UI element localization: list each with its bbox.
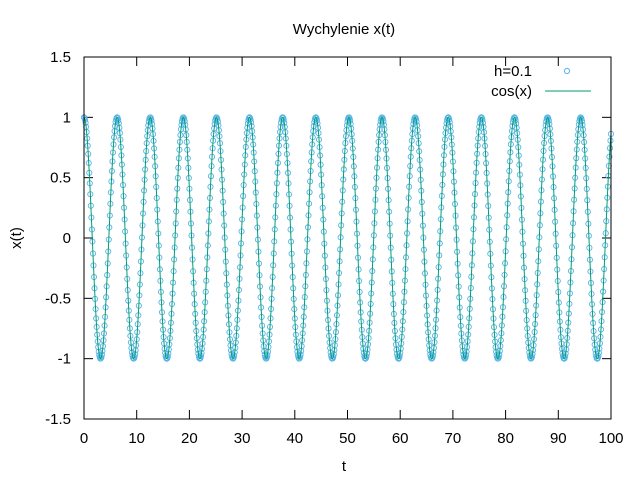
y-axis-ticks: 1.5 1 0.5 0 -0.5 -1 -1.5 bbox=[45, 49, 611, 428]
plot-frame bbox=[83, 56, 612, 420]
y-tick-label: -0.5 bbox=[45, 290, 71, 307]
legend-label-h01: h=0.1 bbox=[494, 63, 532, 80]
y-tick-label: -1 bbox=[58, 351, 71, 368]
x-tick-label: 20 bbox=[181, 430, 198, 447]
x-tick-label: 90 bbox=[550, 430, 567, 447]
data-point bbox=[131, 353, 138, 360]
series-h01-points bbox=[80, 114, 615, 362]
data-point bbox=[578, 115, 585, 122]
x-tick-label: 100 bbox=[598, 430, 623, 447]
data-point bbox=[297, 354, 304, 361]
plot-area bbox=[80, 114, 615, 362]
x-tick-label: 0 bbox=[80, 430, 88, 447]
chart-title: Wychylenie x(t) bbox=[293, 21, 395, 38]
data-point bbox=[379, 115, 386, 122]
y-axis-label: x(t) bbox=[8, 227, 25, 249]
data-point bbox=[412, 115, 420, 123]
data-point bbox=[98, 354, 105, 361]
x-tick-label: 10 bbox=[128, 430, 145, 447]
data-point bbox=[495, 354, 502, 361]
y-tick-label: -1.5 bbox=[45, 411, 71, 428]
series-cosx-line bbox=[83, 116, 612, 360]
y-tick-label: 1.5 bbox=[50, 49, 71, 66]
x-tick-label: 80 bbox=[497, 430, 514, 447]
x-tick-label: 60 bbox=[392, 430, 409, 447]
legend-marker-h01 bbox=[563, 67, 571, 75]
x-tick-label: 30 bbox=[234, 430, 251, 447]
data-point bbox=[462, 354, 469, 361]
x-axis-ticks: 0 10 20 30 40 50 60 70 80 90 100 bbox=[80, 57, 624, 447]
x-tick-label: 70 bbox=[445, 430, 462, 447]
x-axis-label: t bbox=[342, 458, 347, 475]
data-point bbox=[330, 353, 337, 360]
legend: h=0.1 cos(x) bbox=[491, 63, 591, 100]
x-tick-label: 40 bbox=[286, 430, 303, 447]
data-point bbox=[395, 355, 402, 362]
data-point bbox=[214, 115, 221, 123]
y-tick-label: 0 bbox=[63, 230, 71, 247]
x-tick-label: 50 bbox=[339, 430, 356, 447]
data-point bbox=[528, 353, 536, 360]
data-point bbox=[263, 354, 270, 361]
y-tick-label: 1 bbox=[63, 109, 71, 126]
legend-label-cosx: cos(x) bbox=[491, 83, 532, 100]
y-tick-label: 0.5 bbox=[50, 170, 71, 187]
data-point bbox=[181, 115, 188, 122]
